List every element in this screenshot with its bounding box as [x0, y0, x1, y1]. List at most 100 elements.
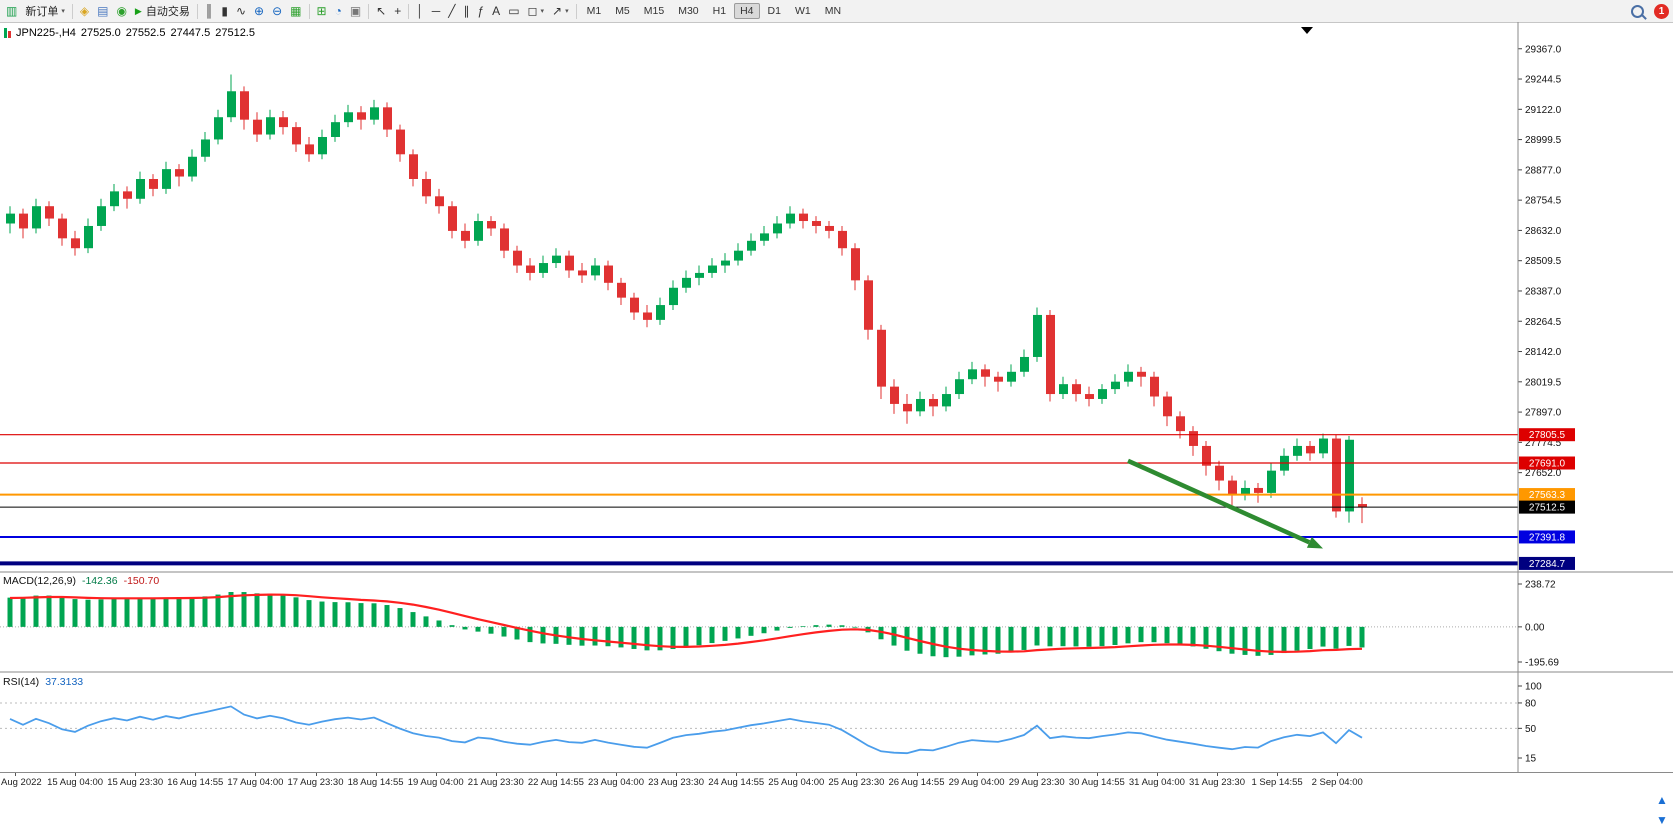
- time-tick: [916, 773, 918, 776]
- time-tick: [195, 773, 197, 776]
- toolbar-separator: [575, 3, 577, 19]
- time-tick: [1217, 773, 1218, 776]
- timeframe-m30-button[interactable]: M30: [678, 5, 699, 17]
- arrows-tool-icon[interactable]: ↗ ▾: [548, 1, 573, 21]
- rsi-label: RSI(14) 37.3133: [3, 676, 83, 688]
- crosshair-icon: +: [394, 4, 402, 18]
- zoom-out-icon[interactable]: ⊖: [268, 1, 286, 21]
- time-label: 18 Aug 14:55: [347, 777, 404, 788]
- time-tick: [495, 773, 497, 776]
- svg-text:27897.0: 27897.0: [1525, 408, 1562, 419]
- indicators-icon[interactable]: ⊞: [313, 1, 331, 21]
- time-tick: [75, 773, 77, 776]
- channel-icon: ∥: [463, 4, 470, 18]
- text-tool-icon: A: [492, 4, 501, 18]
- depth-of-market-icon[interactable]: ▤: [93, 1, 112, 21]
- price-tag-27691.0: 27691.0: [1519, 456, 1575, 470]
- price-tag-27563.3: 27563.3: [1519, 488, 1575, 502]
- fibonacci-icon: ƒ: [477, 4, 485, 18]
- templates-icon[interactable]: ▣: [346, 1, 365, 21]
- bar-chart-type-icon[interactable]: ║: [201, 1, 218, 21]
- cursor-icon[interactable]: ↖: [372, 1, 390, 21]
- zoom-in-icon[interactable]: ⊕: [250, 1, 268, 21]
- time-label: 19 Aug 04:00: [407, 777, 464, 788]
- chart-shift-marker[interactable]: [1301, 27, 1313, 34]
- auto-trading-button-label: 自动交易: [145, 6, 190, 18]
- svg-text:27805.5: 27805.5: [1529, 430, 1566, 441]
- time-label: 25 Aug 23:30: [828, 777, 885, 788]
- svg-text:100: 100: [1525, 682, 1542, 693]
- svg-text:28264.5: 28264.5: [1525, 317, 1562, 328]
- svg-text:27563.3: 27563.3: [1529, 490, 1566, 501]
- svg-text:27284.7: 27284.7: [1529, 559, 1566, 570]
- periods-icon[interactable]: ◔: [331, 1, 346, 21]
- svg-text:15: 15: [1525, 754, 1537, 765]
- time-tick: [135, 773, 137, 776]
- zoom-in-icon: ⊕: [254, 4, 265, 18]
- time-tick: [676, 773, 678, 776]
- line-chart-type-icon[interactable]: ∿: [232, 1, 250, 21]
- trend-arrow[interactable]: [1127, 458, 1323, 549]
- rsi-line: [9, 705, 1363, 755]
- timeframe-mn-button[interactable]: MN: [824, 5, 842, 17]
- time-label: 1 Sep 14:55: [1251, 777, 1303, 788]
- toolbar-buttons: ▥ 新订单 ▾ ◈ ▤ ◉ ▶ 自动交易 ║ ▮ ∿ ⊕ ⊖ ▦ ⊞ ◔ ▣ ↖ + │ ─ ╱ ∥ ƒ A ▭ ◻ ▾ ↗ ▾ M1 M5 M…: [0, 0, 848, 22]
- time-tick: [15, 773, 16, 776]
- price-tag-27391.8: 27391.8: [1519, 530, 1575, 544]
- timeframe-h1-button[interactable]: H1: [712, 5, 727, 17]
- chart-title: JPN225-,H4 27525.0 27552.5 27447.5 27512…: [4, 27, 255, 39]
- timeframe-m5-button[interactable]: M5: [615, 5, 630, 17]
- timeframe-w1-button[interactable]: W1: [794, 5, 811, 17]
- auto-trading-button[interactable]: ▶ 自动交易: [131, 1, 194, 21]
- channel-icon[interactable]: ∥: [459, 1, 473, 21]
- search-icon[interactable]: [1631, 4, 1644, 18]
- price-tag-27512.5: 27512.5: [1519, 500, 1575, 514]
- svg-text:238.72: 238.72: [1525, 580, 1556, 591]
- svg-text:50: 50: [1525, 724, 1537, 735]
- svg-text:0.00: 0.00: [1525, 622, 1545, 633]
- new-order-chart-icon[interactable]: ▥: [2, 1, 21, 21]
- time-tick: [435, 773, 437, 776]
- new-order-button[interactable]: 新订单 ▾: [21, 1, 69, 21]
- trade-levels-icon[interactable]: ◈: [76, 1, 93, 21]
- scroll-up-button[interactable]: ▲: [1656, 793, 1668, 807]
- chart-symbol-period: JPN225-,H4: [16, 27, 76, 39]
- label-tool-icon[interactable]: ▭: [504, 1, 523, 21]
- ohlc-open: 27525.0: [80, 27, 121, 39]
- zoom-out-icon: ⊖: [272, 4, 283, 18]
- timeframe-h4-button[interactable]: H4: [734, 3, 760, 19]
- timeframe-m15-button[interactable]: M15: [643, 5, 665, 17]
- trendline-icon[interactable]: ╱: [444, 1, 459, 21]
- horizontal-line-icon[interactable]: ─: [428, 1, 445, 21]
- time-label: 31 Aug 04:00: [1128, 777, 1185, 788]
- candle-chart-type-icon: ▮: [221, 4, 228, 18]
- vertical-line-icon[interactable]: │: [412, 1, 428, 21]
- timeframe-m1-button[interactable]: M1: [586, 5, 602, 17]
- timeframe-d1-button[interactable]: D1: [767, 5, 781, 17]
- price-tag-27284.7: 27284.7: [1519, 556, 1575, 570]
- text-tool-icon[interactable]: A: [488, 1, 504, 21]
- indicators-icon: ⊞: [316, 4, 327, 18]
- tile-windows-icon[interactable]: ▦: [286, 1, 305, 21]
- refresh-icon[interactable]: ◉: [112, 1, 130, 21]
- chart-canvas[interactable]: 29367.0 29244.5 29122.0 28999.5 28877.0 28754…: [0, 22, 1673, 772]
- crosshair-icon[interactable]: +: [390, 1, 405, 21]
- trendline-icon: ╱: [448, 4, 456, 18]
- time-label: 23 Aug 04:00: [588, 777, 644, 788]
- notification-badge[interactable]: 1: [1654, 3, 1669, 19]
- macd-main-value: -142.36: [81, 575, 118, 587]
- time-label: 23 Aug 23:30: [648, 777, 705, 788]
- chevron-down-icon: ▾: [565, 8, 569, 15]
- time-tick: [1156, 773, 1158, 776]
- price-axis-labels: 29367.0 29244.5 29122.0 28999.5 28877.0 28754…: [1518, 44, 1562, 479]
- auto-trading-play-icon: ▶: [134, 5, 142, 16]
- time-label: 15 Aug 04:00: [47, 777, 104, 788]
- fibonacci-icon[interactable]: ƒ: [473, 1, 488, 21]
- shapes-icon[interactable]: ◻ ▾: [524, 1, 548, 21]
- candle-chart-type-icon[interactable]: ▮: [217, 1, 232, 21]
- svg-text:28019.5: 28019.5: [1525, 377, 1562, 388]
- toolbar-right: 1: [1631, 0, 1669, 22]
- scroll-down-button[interactable]: ▼: [1656, 813, 1668, 827]
- templates-icon: ▣: [349, 4, 362, 18]
